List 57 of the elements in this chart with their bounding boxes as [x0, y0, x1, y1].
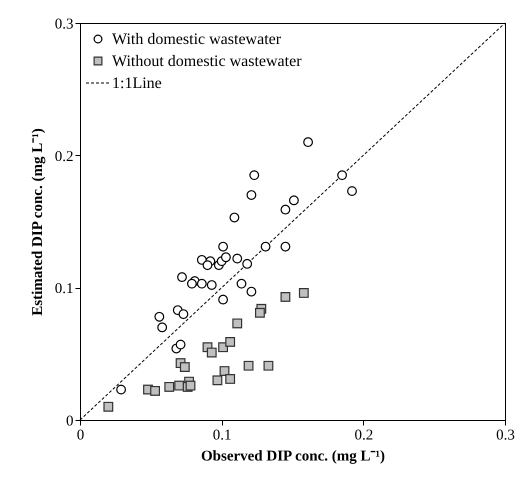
- point: [229, 212, 240, 222]
- y-tick-label: 0.2: [54, 148, 74, 165]
- point: [218, 242, 228, 252]
- x-tick-label: 0.2: [354, 428, 374, 444]
- point: [337, 170, 348, 180]
- x-tick-label: 0.3: [496, 428, 515, 444]
- point: [232, 254, 242, 264]
- point: [186, 278, 197, 289]
- y-tick-label: 0: [66, 414, 74, 430]
- y-tick-label: 0.1: [54, 281, 74, 298]
- point: [186, 380, 196, 391]
- point: [177, 272, 187, 282]
- point: [225, 336, 236, 347]
- point: [298, 288, 309, 298]
- y-tick-label: 0.3: [54, 16, 74, 32]
- y-axis-title: Estimated DIP conc. (mg L⁻¹): [30, 128, 46, 316]
- point: [246, 286, 256, 297]
- point: [244, 360, 254, 371]
- point: [225, 374, 236, 384]
- point: [263, 360, 274, 371]
- point: [280, 242, 290, 252]
- point: [206, 280, 217, 290]
- point: [288, 195, 299, 206]
- point: [347, 186, 357, 196]
- point: [180, 362, 190, 372]
- point: [280, 292, 290, 302]
- legend-label: 1:1Line: [112, 75, 162, 92]
- legend-label: With domestic wastewater: [112, 31, 282, 48]
- point: [280, 204, 290, 215]
- point: [246, 190, 256, 200]
- point: [196, 278, 207, 289]
- point: [154, 312, 164, 322]
- point: [178, 309, 188, 320]
- point: [116, 384, 126, 394]
- point: [236, 278, 246, 289]
- point: [220, 366, 230, 376]
- point: [157, 322, 168, 332]
- point: [164, 382, 174, 392]
- point: [212, 375, 222, 386]
- legend-label: Without domestic wastewater: [112, 53, 302, 70]
- point: [249, 170, 260, 180]
- point: [174, 380, 184, 391]
- point: [150, 386, 160, 396]
- point: [220, 252, 231, 262]
- point: [232, 318, 242, 328]
- point: [303, 137, 314, 148]
- point: [218, 294, 228, 304]
- x-tick-label: 0: [76, 428, 84, 444]
- point: [206, 348, 217, 358]
- x-tick-label: 0.1: [212, 428, 232, 444]
- point: [176, 340, 186, 350]
- point: [103, 402, 114, 412]
- point: [202, 260, 212, 270]
- point: [242, 258, 252, 269]
- x-axis-title: Observed DIP conc. (mg L⁻¹): [200, 448, 386, 464]
- point: [260, 242, 271, 252]
- point: [254, 308, 265, 318]
